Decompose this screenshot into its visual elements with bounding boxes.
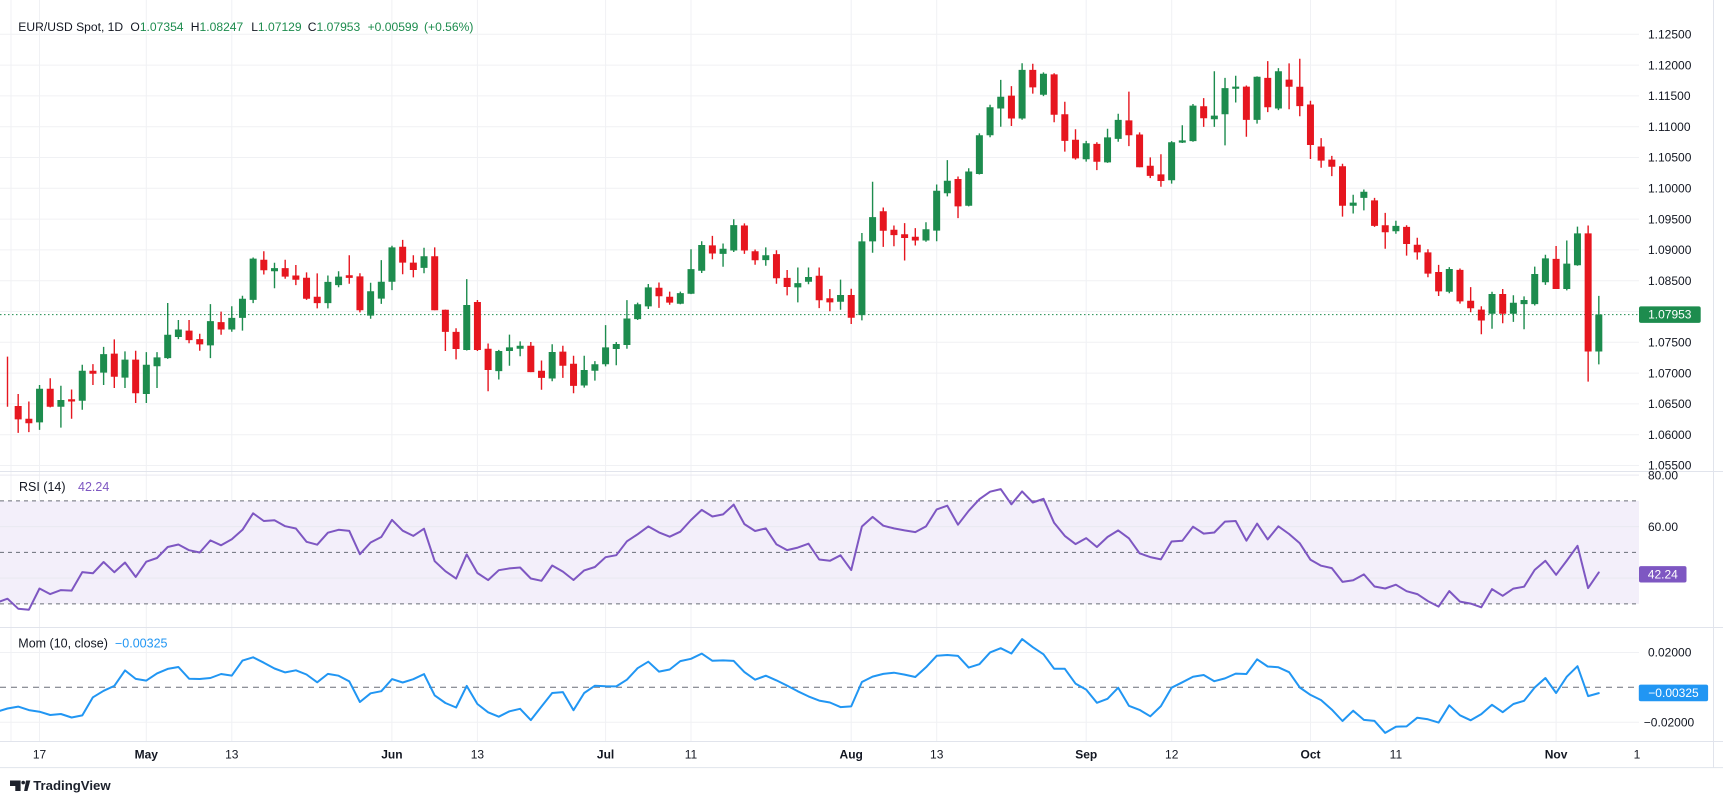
svg-text:TradingView: TradingView	[33, 778, 111, 793]
svg-text:Jul: Jul	[597, 748, 614, 762]
svg-text:Mom (10, close): Mom (10, close)	[18, 637, 108, 651]
svg-text:H1.08247: H1.08247	[191, 20, 244, 34]
svg-text:Aug: Aug	[840, 748, 863, 762]
svg-text:−0.02000: −0.02000	[1644, 715, 1695, 729]
svg-text:Sep: Sep	[1075, 748, 1097, 762]
svg-text:EUR/USD Spot, 1D: EUR/USD Spot, 1D	[18, 20, 123, 34]
svg-text:1.12000: 1.12000	[1648, 58, 1692, 72]
svg-text:80.00: 80.00	[1648, 468, 1678, 482]
svg-text:13: 13	[471, 748, 485, 762]
svg-text:60.00: 60.00	[1648, 520, 1678, 534]
svg-text:1: 1	[1634, 748, 1641, 762]
svg-text:11: 11	[685, 748, 698, 762]
svg-text:1.09500: 1.09500	[1648, 212, 1692, 226]
svg-text:1.07000: 1.07000	[1648, 366, 1692, 380]
svg-text:−0.00325: −0.00325	[1648, 686, 1699, 700]
svg-text:−0.00325: −0.00325	[115, 637, 168, 651]
svg-text:13: 13	[225, 748, 239, 762]
svg-text:1.12500: 1.12500	[1648, 28, 1692, 42]
svg-text:+0.00599: +0.00599	[368, 20, 419, 34]
svg-text:1.10500: 1.10500	[1648, 151, 1692, 165]
svg-text:13: 13	[930, 748, 944, 762]
svg-text:May: May	[135, 748, 159, 762]
svg-text:1.10000: 1.10000	[1648, 182, 1692, 196]
svg-text:42.24: 42.24	[1648, 567, 1678, 581]
svg-text:(+0.56%): (+0.56%)	[424, 20, 473, 34]
svg-text:11: 11	[1390, 748, 1403, 762]
svg-text:1.07500: 1.07500	[1648, 336, 1692, 350]
svg-text:12: 12	[1165, 748, 1179, 762]
svg-text:1.05500: 1.05500	[1648, 459, 1692, 473]
svg-text:0.02000: 0.02000	[1648, 646, 1692, 660]
svg-text:L1.07129: L1.07129	[251, 20, 302, 34]
svg-text:1.06000: 1.06000	[1648, 428, 1692, 442]
svg-text:1.09000: 1.09000	[1648, 243, 1692, 257]
svg-text:42.24: 42.24	[78, 480, 109, 494]
svg-text:1.11500: 1.11500	[1648, 89, 1691, 103]
svg-text:C1.07953: C1.07953	[308, 20, 361, 34]
svg-text:RSI (14): RSI (14)	[19, 480, 66, 494]
svg-text:1.08500: 1.08500	[1648, 274, 1692, 288]
svg-text:1.11000: 1.11000	[1648, 120, 1691, 134]
svg-text:Nov: Nov	[1545, 748, 1568, 762]
svg-text:1.07953: 1.07953	[1648, 308, 1692, 322]
svg-text:Jun: Jun	[381, 748, 402, 762]
svg-text:1.06500: 1.06500	[1648, 397, 1692, 411]
svg-text:Oct: Oct	[1300, 748, 1320, 762]
svg-text:17: 17	[33, 748, 47, 762]
svg-text:O1.07354: O1.07354	[130, 20, 183, 34]
